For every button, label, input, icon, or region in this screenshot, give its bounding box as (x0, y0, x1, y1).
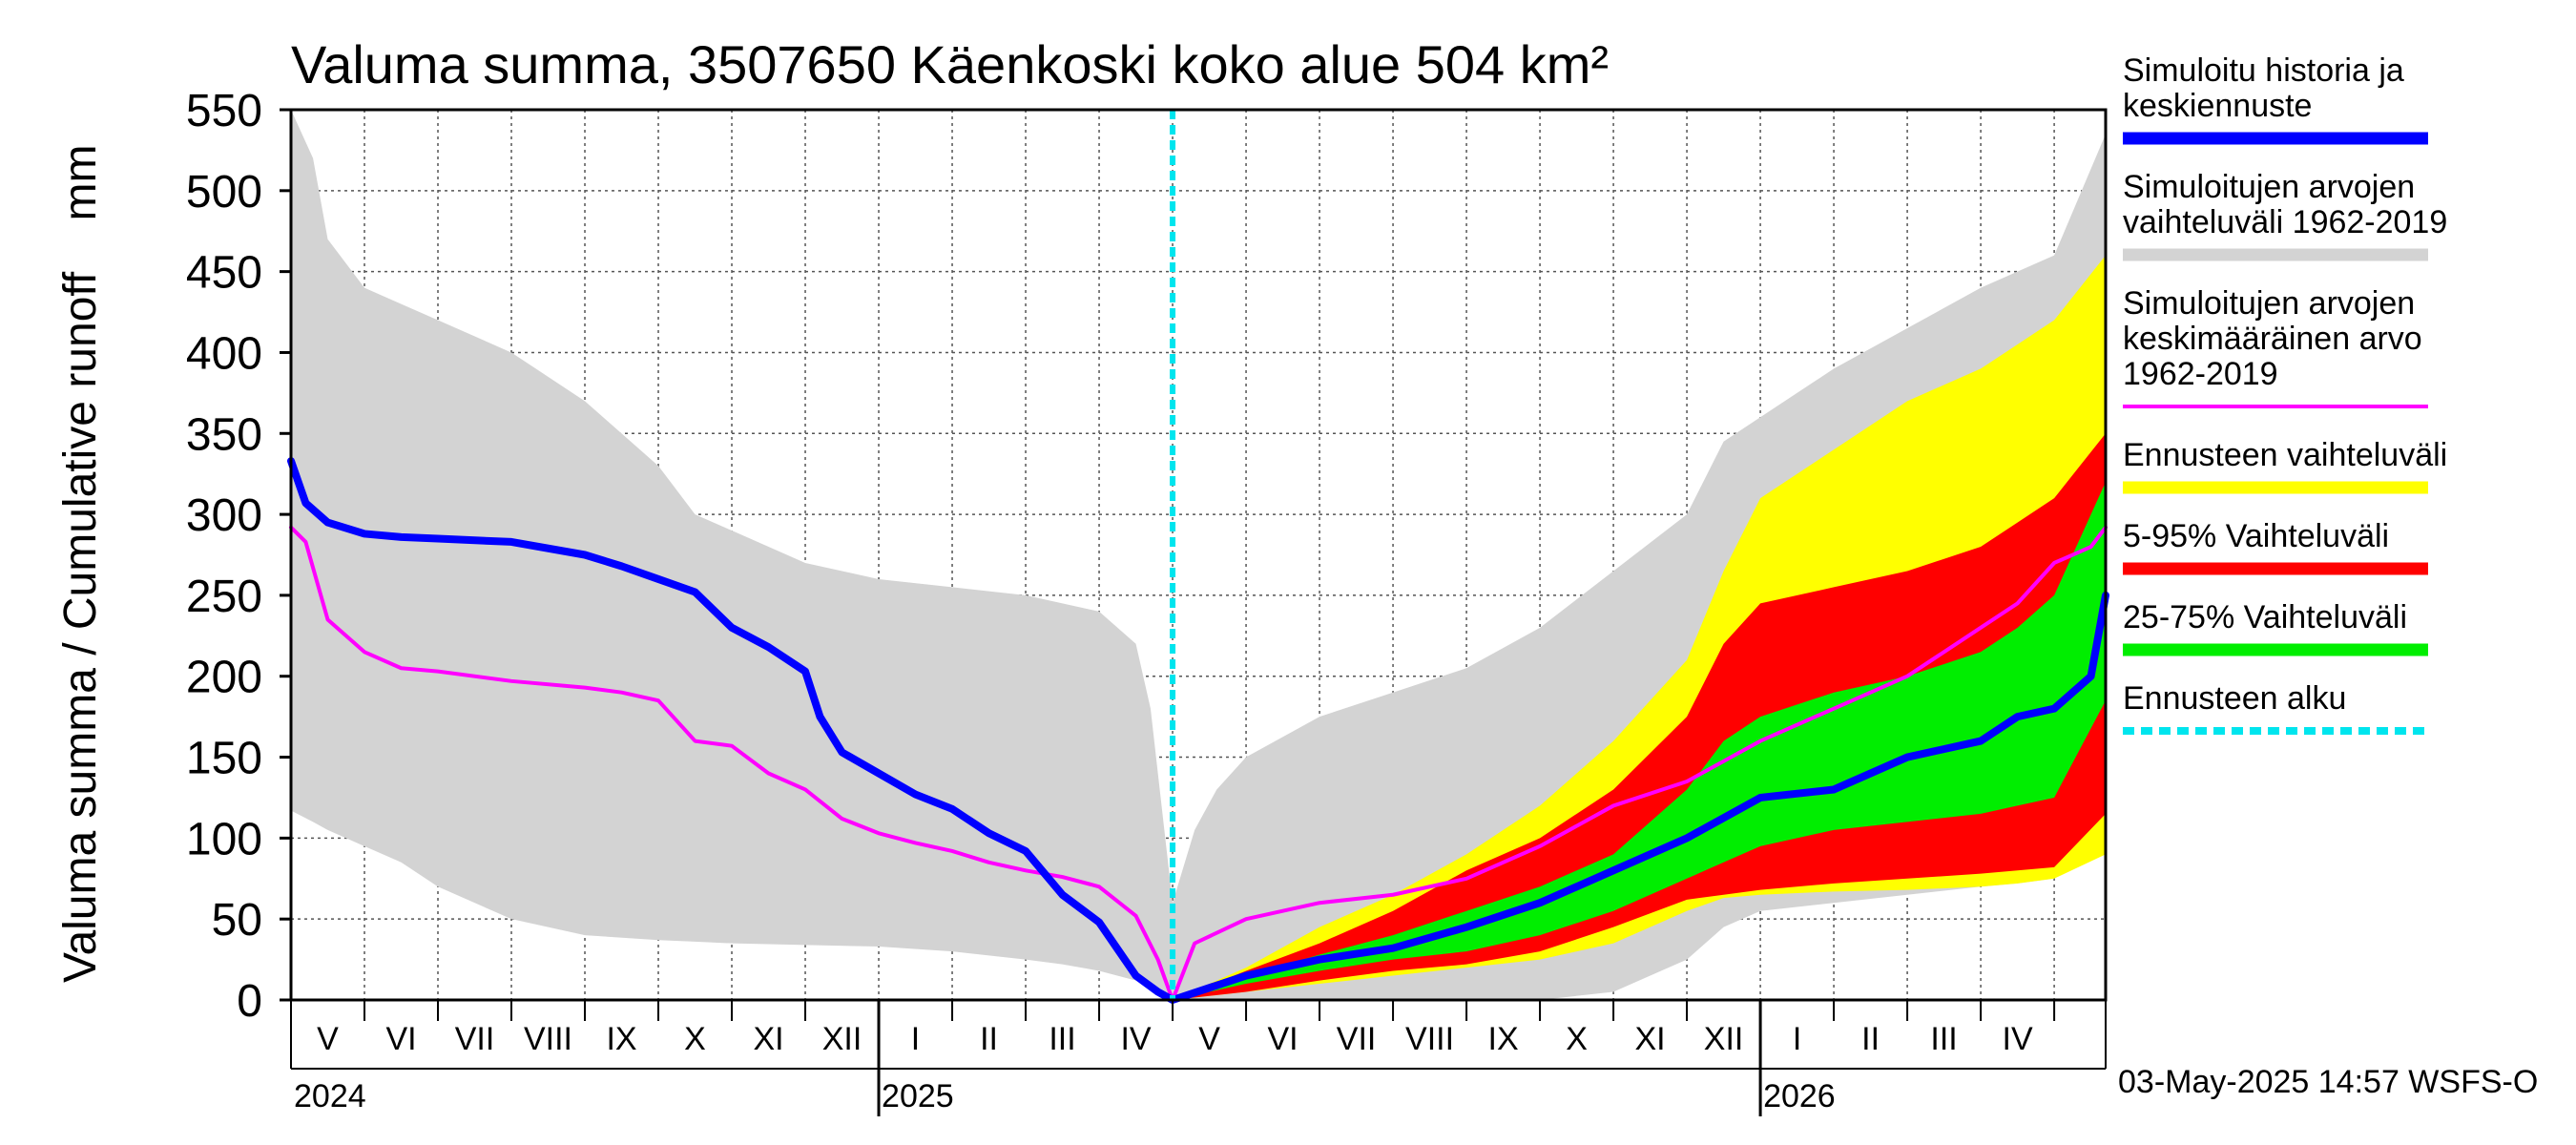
month-label: IV (1120, 1021, 1151, 1057)
legend-label: 25-75% Vaihteluväli (2123, 599, 2407, 635)
legend-label: vaihteluväli 1962-2019 (2123, 204, 2447, 240)
month-label: XI (1635, 1021, 1666, 1057)
y-tick-label: 200 (186, 653, 262, 703)
month-label: IV (2003, 1021, 2033, 1057)
month-label: II (980, 1021, 998, 1057)
month-label: V (317, 1021, 339, 1057)
month-label: XII (1704, 1021, 1744, 1057)
legend-label: keskimääräinen arvo (2123, 321, 2422, 357)
year-label: 2026 (1763, 1078, 1836, 1114)
month-label: I (1793, 1021, 1801, 1057)
legend-label: keskiennuste (2123, 88, 2312, 124)
month-label: VI (1267, 1021, 1298, 1057)
y-tick-label: 0 (237, 976, 262, 1027)
y-tick-label: 550 (186, 86, 262, 136)
legend-label: 5-95% Vaihteluväli (2123, 518, 2389, 554)
y-tick-label: 350 (186, 409, 262, 460)
y-tick-label: 300 (186, 490, 262, 541)
y-tick-label: 250 (186, 572, 262, 622)
y-tick-label: 100 (186, 814, 262, 864)
legend-label: Ennusteen vaihteluväli (2123, 437, 2447, 473)
y-tick-label: 50 (212, 895, 262, 946)
month-label: X (684, 1021, 706, 1057)
legend-label: Simuloitujen arvojen (2123, 169, 2415, 205)
legend-label: 1962-2019 (2123, 356, 2278, 392)
month-label: VII (1337, 1021, 1377, 1057)
month-label: V (1198, 1021, 1220, 1057)
month-label: IX (606, 1021, 636, 1057)
y-tick-label: 400 (186, 328, 262, 379)
month-label: VIII (1405, 1021, 1454, 1057)
month-label: XII (822, 1021, 862, 1057)
month-label: IX (1488, 1021, 1519, 1057)
legend-label: Simuloitu historia ja (2123, 52, 2404, 89)
month-label: VIII (524, 1021, 572, 1057)
legend-label: Ennusteen alku (2123, 680, 2346, 717)
year-label: 2024 (294, 1078, 366, 1114)
y-tick-label: 150 (186, 734, 262, 784)
y-tick-label: 500 (186, 167, 262, 218)
month-label: III (1049, 1021, 1075, 1057)
month-label: III (1930, 1021, 1957, 1057)
line-simuloitujen-arvojen-keskim-r-inen-arvo-1962-2019 (289, 525, 2108, 1002)
month-label: VII (455, 1021, 495, 1057)
y-axis-label: Valuma summa / Cumulative runoff mm (55, 144, 106, 983)
month-label: XI (753, 1021, 783, 1057)
legend-label: Simuloitujen arvojen (2123, 285, 2415, 322)
plot-frame (289, 108, 2108, 1002)
y-tick-label: 450 (186, 248, 262, 299)
chart-title: Valuma summa, 3507650 Käenkoski koko alu… (291, 34, 1609, 94)
line-simuloitu-historia-ja-keskiennuste (287, 457, 2109, 1004)
year-label: 2025 (882, 1078, 954, 1114)
band-5-95-vaihteluv-li (1173, 433, 2106, 1001)
month-label: X (1566, 1021, 1588, 1057)
timestamp-label: 03-May-2025 14:57 WSFS-O (2118, 1064, 2538, 1100)
band-25-75-vaihteluv-li (1173, 482, 2106, 1000)
month-label: II (1861, 1021, 1880, 1057)
month-label: VI (385, 1021, 416, 1057)
month-label: I (911, 1021, 920, 1057)
